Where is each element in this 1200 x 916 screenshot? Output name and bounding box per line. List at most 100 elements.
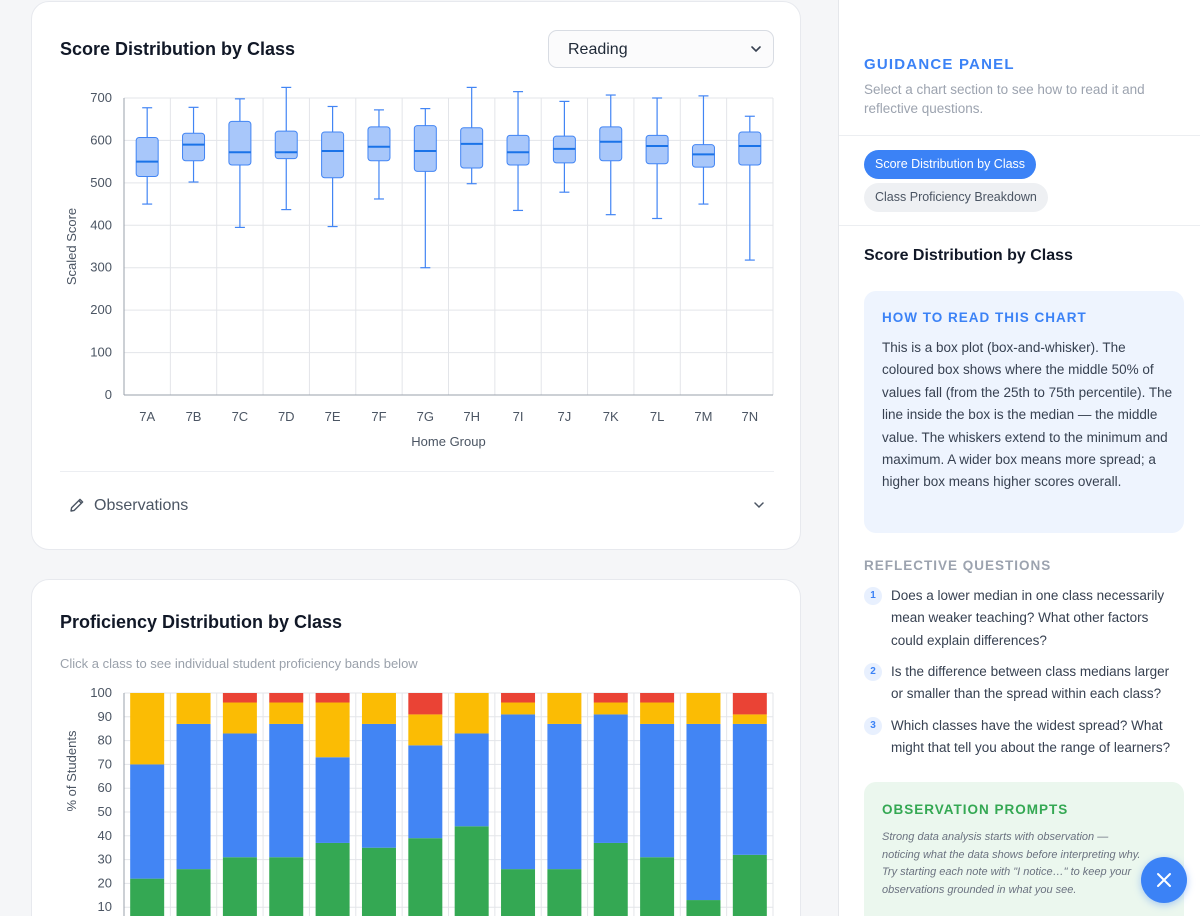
observations-label: Observations [94,497,189,514]
box-iqr [599,126,623,162]
bar-segment-yellow [454,693,489,734]
x-tick-label: 7J [558,409,572,424]
bar-segment-yellow [686,693,721,724]
bar-segment-blue [732,723,767,855]
box-iqr [460,127,484,169]
pencil-icon [70,498,84,512]
bar-segment-blue [501,714,536,870]
observation-prompts-text: Strong data analysis starts with observa… [882,831,1141,896]
question-text: Is the difference between class medians … [891,664,1170,702]
stacked-bar-chart: 10 20 30 40 50 60 70 80 90 100 % of Students [64,685,774,916]
bar-segment-green [361,847,396,916]
bar-segment-blue [361,723,396,848]
box-iqr [645,134,669,165]
bar-segment-yellow [269,702,304,724]
bar-segment-blue [269,723,304,858]
x-tick-label: 7G [417,409,434,424]
bar-segment-red [640,693,675,703]
question-number: 1 [864,587,882,605]
box-iqr [321,131,345,179]
how-to-read-title: HOW TO READ THIS CHART [882,310,1087,325]
card-title: Proficiency Distribution by Class [60,612,343,632]
bar-segment-red [732,693,767,715]
chip-class-proficiency[interactable]: Class Proficiency Breakdown [864,183,1048,212]
x-tick-label: 7H [463,409,480,424]
bar-segment-green [269,857,304,916]
question-number: 3 [864,717,882,735]
bar-segment-blue [454,733,489,827]
y-tick-label: 100 [90,685,112,700]
bar-segment-red [593,693,628,703]
chevron-down-icon [754,502,764,509]
question-text: Which classes have the widest spread? Wh… [891,718,1171,756]
x-tick-label: 7L [650,409,664,424]
x-tick-label: 7B [186,409,202,424]
observation-prompts-box: OBSERVATION PROMPTS Strong data analysis… [864,782,1184,916]
box-iqr [274,130,298,160]
y-tick-label: 70 [98,756,112,771]
bar-segment-green [732,854,767,916]
y-tick-label: 40 [98,828,112,843]
bar-segment-green [640,857,675,916]
box-iqr [738,131,762,166]
x-tick-label: 7K [603,409,619,424]
bar-segment-blue [315,757,350,843]
bar-segment-yellow [593,702,628,715]
y-tick-label: 20 [98,875,112,890]
bar-segment-green [686,900,721,916]
guidance-panel: GUIDANCE PANEL Select a chart section to… [838,0,1200,916]
y-tick-label: 60 [98,780,112,795]
y-axis-label: Scaled Score [64,208,79,285]
how-to-read-text: This is a box plot (box-and-whisker). Th… [882,340,1173,490]
subject-select[interactable]: Reading [548,30,774,68]
divider [60,471,774,472]
y-tick-label: 90 [98,709,112,724]
bar-segment-yellow [222,702,257,734]
bar-segment-blue [408,745,443,839]
box-iqr [413,125,437,172]
panel-title: GUIDANCE PANEL [864,56,1015,73]
observations-toggle[interactable]: Observations [60,486,774,526]
bar-segment-red [501,693,536,703]
y-tick-label: 100 [90,345,112,360]
bar-segment-blue [222,733,257,858]
question-text: Does a lower median in one class necessa… [891,588,1165,648]
observation-prompts-title: OBSERVATION PROMPTS [882,802,1069,817]
close-panel-button[interactable] [1141,857,1187,903]
y-tick-label: 80 [98,733,112,748]
box-plot-chart: 0 100 200 300 400 500 600 700 7A 7B 7C 7D 7E 7F 7G 7H 7I… [64,86,774,449]
x-tick-label: 7M [694,409,712,424]
bar-segment-green [176,869,211,916]
close-icon [1157,873,1171,887]
bar-segment-yellow [130,693,165,765]
bar-segment-red [315,693,350,703]
question-number: 2 [864,663,882,681]
bar-segment-blue [686,723,721,901]
divider [839,225,1200,226]
box-iqr [182,132,206,162]
y-tick-label: 300 [90,260,112,275]
bar-segment-red [269,693,304,703]
main-content: Score Distribution by Class Reading 0 100… [31,1,801,916]
box-iqr [691,144,715,168]
card-title: Score Distribution by Class [60,39,296,59]
box-iqr [228,120,252,166]
bar-segment-green [130,878,165,916]
x-tick-label: 7D [278,409,295,424]
bar-segment-green [315,842,350,916]
bar-segment-blue [130,764,165,879]
proficiency-card: Proficiency Distribution by Class Click … [31,579,801,916]
y-tick-label: 10 [98,899,112,914]
bar-segment-yellow [176,693,211,724]
chip-score-distribution[interactable]: Score Distribution by Class [864,150,1037,179]
chevron-down-icon [751,46,761,53]
bar-segment-yellow [732,714,767,724]
y-tick-label: 600 [90,132,112,147]
reflective-questions-title: REFLECTIVE QUESTIONS [864,558,1052,573]
bar-segment-yellow [501,702,536,715]
bar-segment-yellow [640,702,675,724]
panel-subtitle: Select a chart section to see how to rea… [864,82,1145,116]
bar-segment-blue [640,723,675,858]
subject-select-value: Reading [568,41,628,58]
bar-segment-yellow [408,714,443,746]
